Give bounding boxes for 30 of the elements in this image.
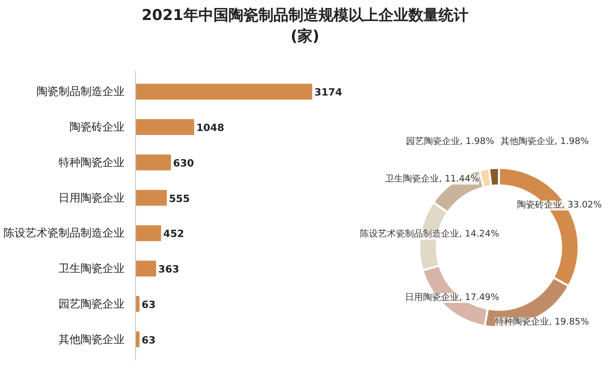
data-label: 452 — [163, 229, 184, 240]
data-label: 630 — [173, 158, 194, 170]
slice-label: 卫生陶瓷企业, 11.44% — [384, 174, 480, 185]
y-tick-label: 日用陶瓷企业 — [58, 191, 124, 204]
y-tick-label: 其他陶瓷企业 — [58, 332, 124, 346]
data-label: 63 — [142, 300, 156, 311]
slice-label: 特种陶瓷企业, 19.85% — [494, 316, 590, 328]
y-tick-label: 园艺陶瓷企业 — [58, 297, 124, 310]
data-label: 3174 — [314, 88, 342, 99]
y-tick-label: 陈设艺术瓷制品制造企业 — [4, 226, 124, 240]
y-tick-label: 特种陶瓷企业 — [58, 156, 124, 169]
chart-title: 2021年中国陶瓷制品制造规模以上企业数量统计(家) — [140, 5, 470, 48]
y-tick-label: 卫生陶瓷企业 — [58, 262, 124, 276]
bar — [136, 260, 156, 276]
bar — [136, 119, 194, 136]
slice-label: 日用陶瓷企业, 17.49% — [405, 292, 500, 303]
bar — [136, 154, 171, 170]
slice-label: 其他陶瓷企业, 1.98% — [500, 136, 590, 148]
bar — [136, 225, 162, 242]
y-tick-label: 陶瓷制品制造企业 — [36, 85, 124, 98]
slice-label: 园艺陶瓷企业, 1.98% — [406, 136, 495, 148]
bar — [136, 190, 167, 206]
slice-label: 陈设艺术瓷制品制造企业, 14.24% — [360, 228, 500, 240]
slice-label: 陶瓷砖企业, 33.02% — [516, 199, 602, 210]
data-label: 63 — [142, 335, 156, 346]
bar — [136, 84, 312, 100]
y-tick-label: 陶瓷砖企业 — [70, 120, 124, 134]
data-label: 1048 — [196, 123, 224, 134]
data-label: 555 — [168, 194, 190, 205]
data-label: 363 — [158, 264, 180, 276]
